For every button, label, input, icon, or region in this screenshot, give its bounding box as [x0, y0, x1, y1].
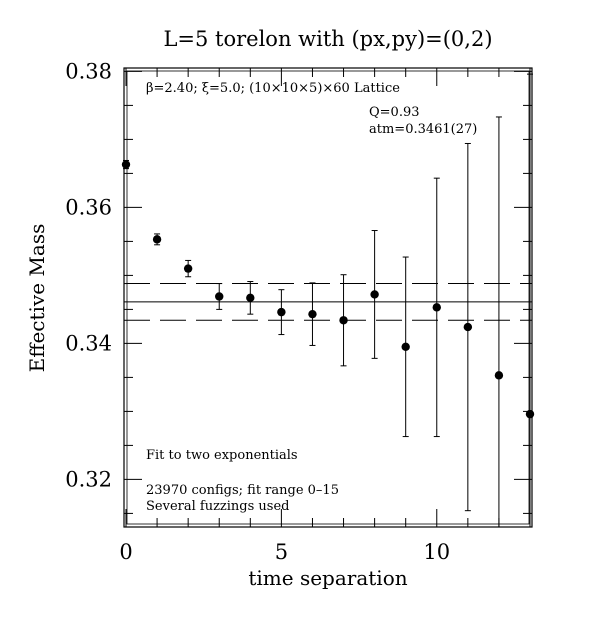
plot-inner-border [126, 70, 530, 525]
data-point [308, 309, 317, 319]
data-point [215, 292, 224, 301]
y-tick-label: 0.38 [65, 59, 112, 83]
data-point [432, 303, 441, 312]
legend-text: β=2.40; ξ=5.0; (10×10×5)×60 Lattice Q=0.… [146, 81, 477, 514]
x-tick-label: 10 [423, 540, 450, 564]
data-point [525, 409, 535, 419]
y-tick-label: 0.36 [65, 195, 112, 219]
data-point [277, 307, 286, 317]
data-point [463, 322, 473, 332]
data-point [494, 371, 504, 380]
data-points [121, 73, 535, 527]
data-point [370, 290, 379, 299]
data-point [339, 316, 348, 325]
fit-band [124, 283, 532, 321]
plot-border [123, 67, 533, 528]
data-point [183, 264, 193, 273]
tick-labels: 0 5 10 0.32 0.34 0.36 0.38 [65, 59, 450, 564]
y-axis-label: Effective Mass [25, 224, 49, 373]
y-tick-label: 0.34 [65, 331, 112, 355]
x-axis-label: time separation [248, 566, 407, 590]
fit-method-note: Fit to two exponentials [146, 448, 298, 463]
y-tick-label: 0.32 [65, 467, 112, 491]
data-point [152, 235, 162, 244]
chart-title: L=5 torelon with (px,py)=(0,2) [163, 27, 492, 51]
fit-quality: Q=0.93 [369, 105, 420, 120]
x-tick-label: 0 [119, 540, 132, 564]
lattice-note: β=2.40; ξ=5.0; (10×10×5)×60 Lattice [146, 81, 400, 96]
data-point [121, 160, 131, 169]
data-point [401, 342, 410, 351]
configs-note: 23970 configs; fit range 0–15 [146, 483, 339, 498]
x-tick-label: 5 [275, 540, 288, 564]
plot-frame [123, 67, 533, 528]
fuzzing-note: Several fuzzings used [146, 499, 290, 514]
data-point [246, 293, 255, 303]
fit-mass: atm=0.3461(27) [369, 122, 477, 137]
